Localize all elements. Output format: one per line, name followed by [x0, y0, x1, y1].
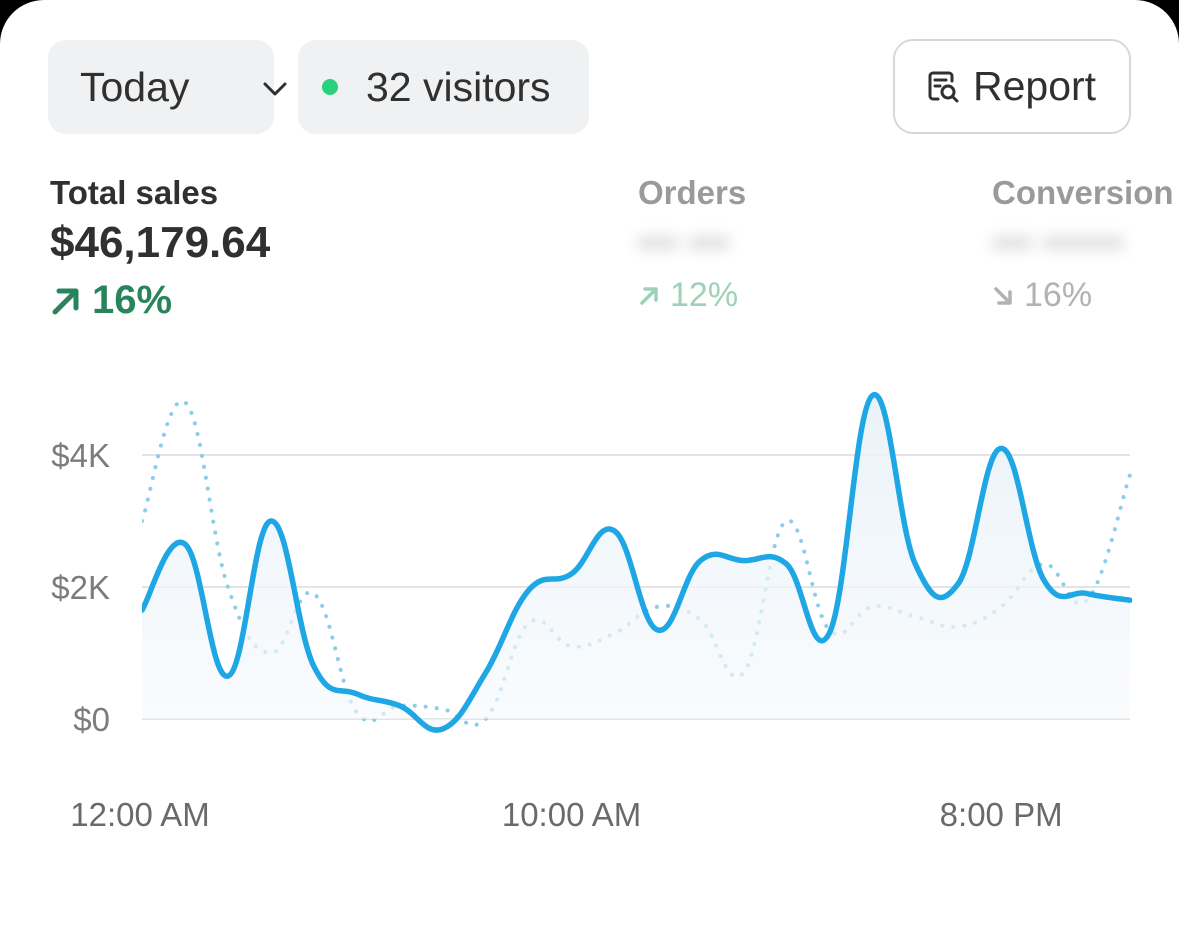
metric-change-value: 12% [670, 276, 739, 314]
arrow-up-right-icon [640, 286, 658, 305]
series-layer [142, 392, 1132, 733]
x-tick-label: 12:00 AM [70, 796, 209, 833]
x-axis: 12:00 AM 10:00 AM 8:00 PM [70, 796, 1062, 833]
report-search-icon [928, 71, 959, 102]
x-tick-label: 10:00 AM [502, 796, 641, 833]
series-line-current[interactable] [142, 392, 1132, 733]
live-visitors-chip[interactable]: 32 visitors [298, 40, 589, 134]
metric-label: Orders [638, 174, 747, 211]
metric-label: Total sales [50, 174, 219, 211]
metric-value-loading: ▬ ▬▬ [992, 214, 1124, 258]
metric-change-value: 16% [92, 278, 173, 322]
metric-value: $46,179.64 [50, 218, 271, 267]
date-range-dropdown[interactable]: Today [48, 40, 287, 134]
metric-change: 16% [50, 278, 172, 323]
chevron-down-icon [263, 82, 287, 96]
arrow-up-right-icon [52, 288, 79, 314]
x-tick-label: 8:00 PM [940, 796, 1063, 833]
metric-value-loading: ▬ ▬ [638, 214, 730, 258]
report-button-label: Report [973, 63, 1097, 109]
y-tick-label: $2K [51, 569, 110, 606]
date-range-label: Today [80, 63, 190, 110]
metric-label: Conversion [992, 174, 1174, 211]
metric-change-value: 16% [1024, 276, 1093, 314]
y-tick-label: $4K [51, 437, 110, 474]
metric-change: 16% [992, 276, 1092, 315]
report-button[interactable]: Report [893, 39, 1131, 134]
visitors-count: 32 visitors [366, 63, 551, 110]
live-indicator-dot [322, 79, 338, 95]
series-area-fill [142, 394, 1130, 731]
metric-change: 12% [638, 276, 738, 315]
y-tick-label: $0 [73, 701, 110, 738]
sales-line-chart[interactable]: $4K $2K $0 12:00 AM 10:00 AM 8:00 PM [0, 380, 1179, 860]
y-axis: $4K $2K $0 [51, 437, 110, 738]
arrow-down-right-icon [994, 286, 1012, 305]
